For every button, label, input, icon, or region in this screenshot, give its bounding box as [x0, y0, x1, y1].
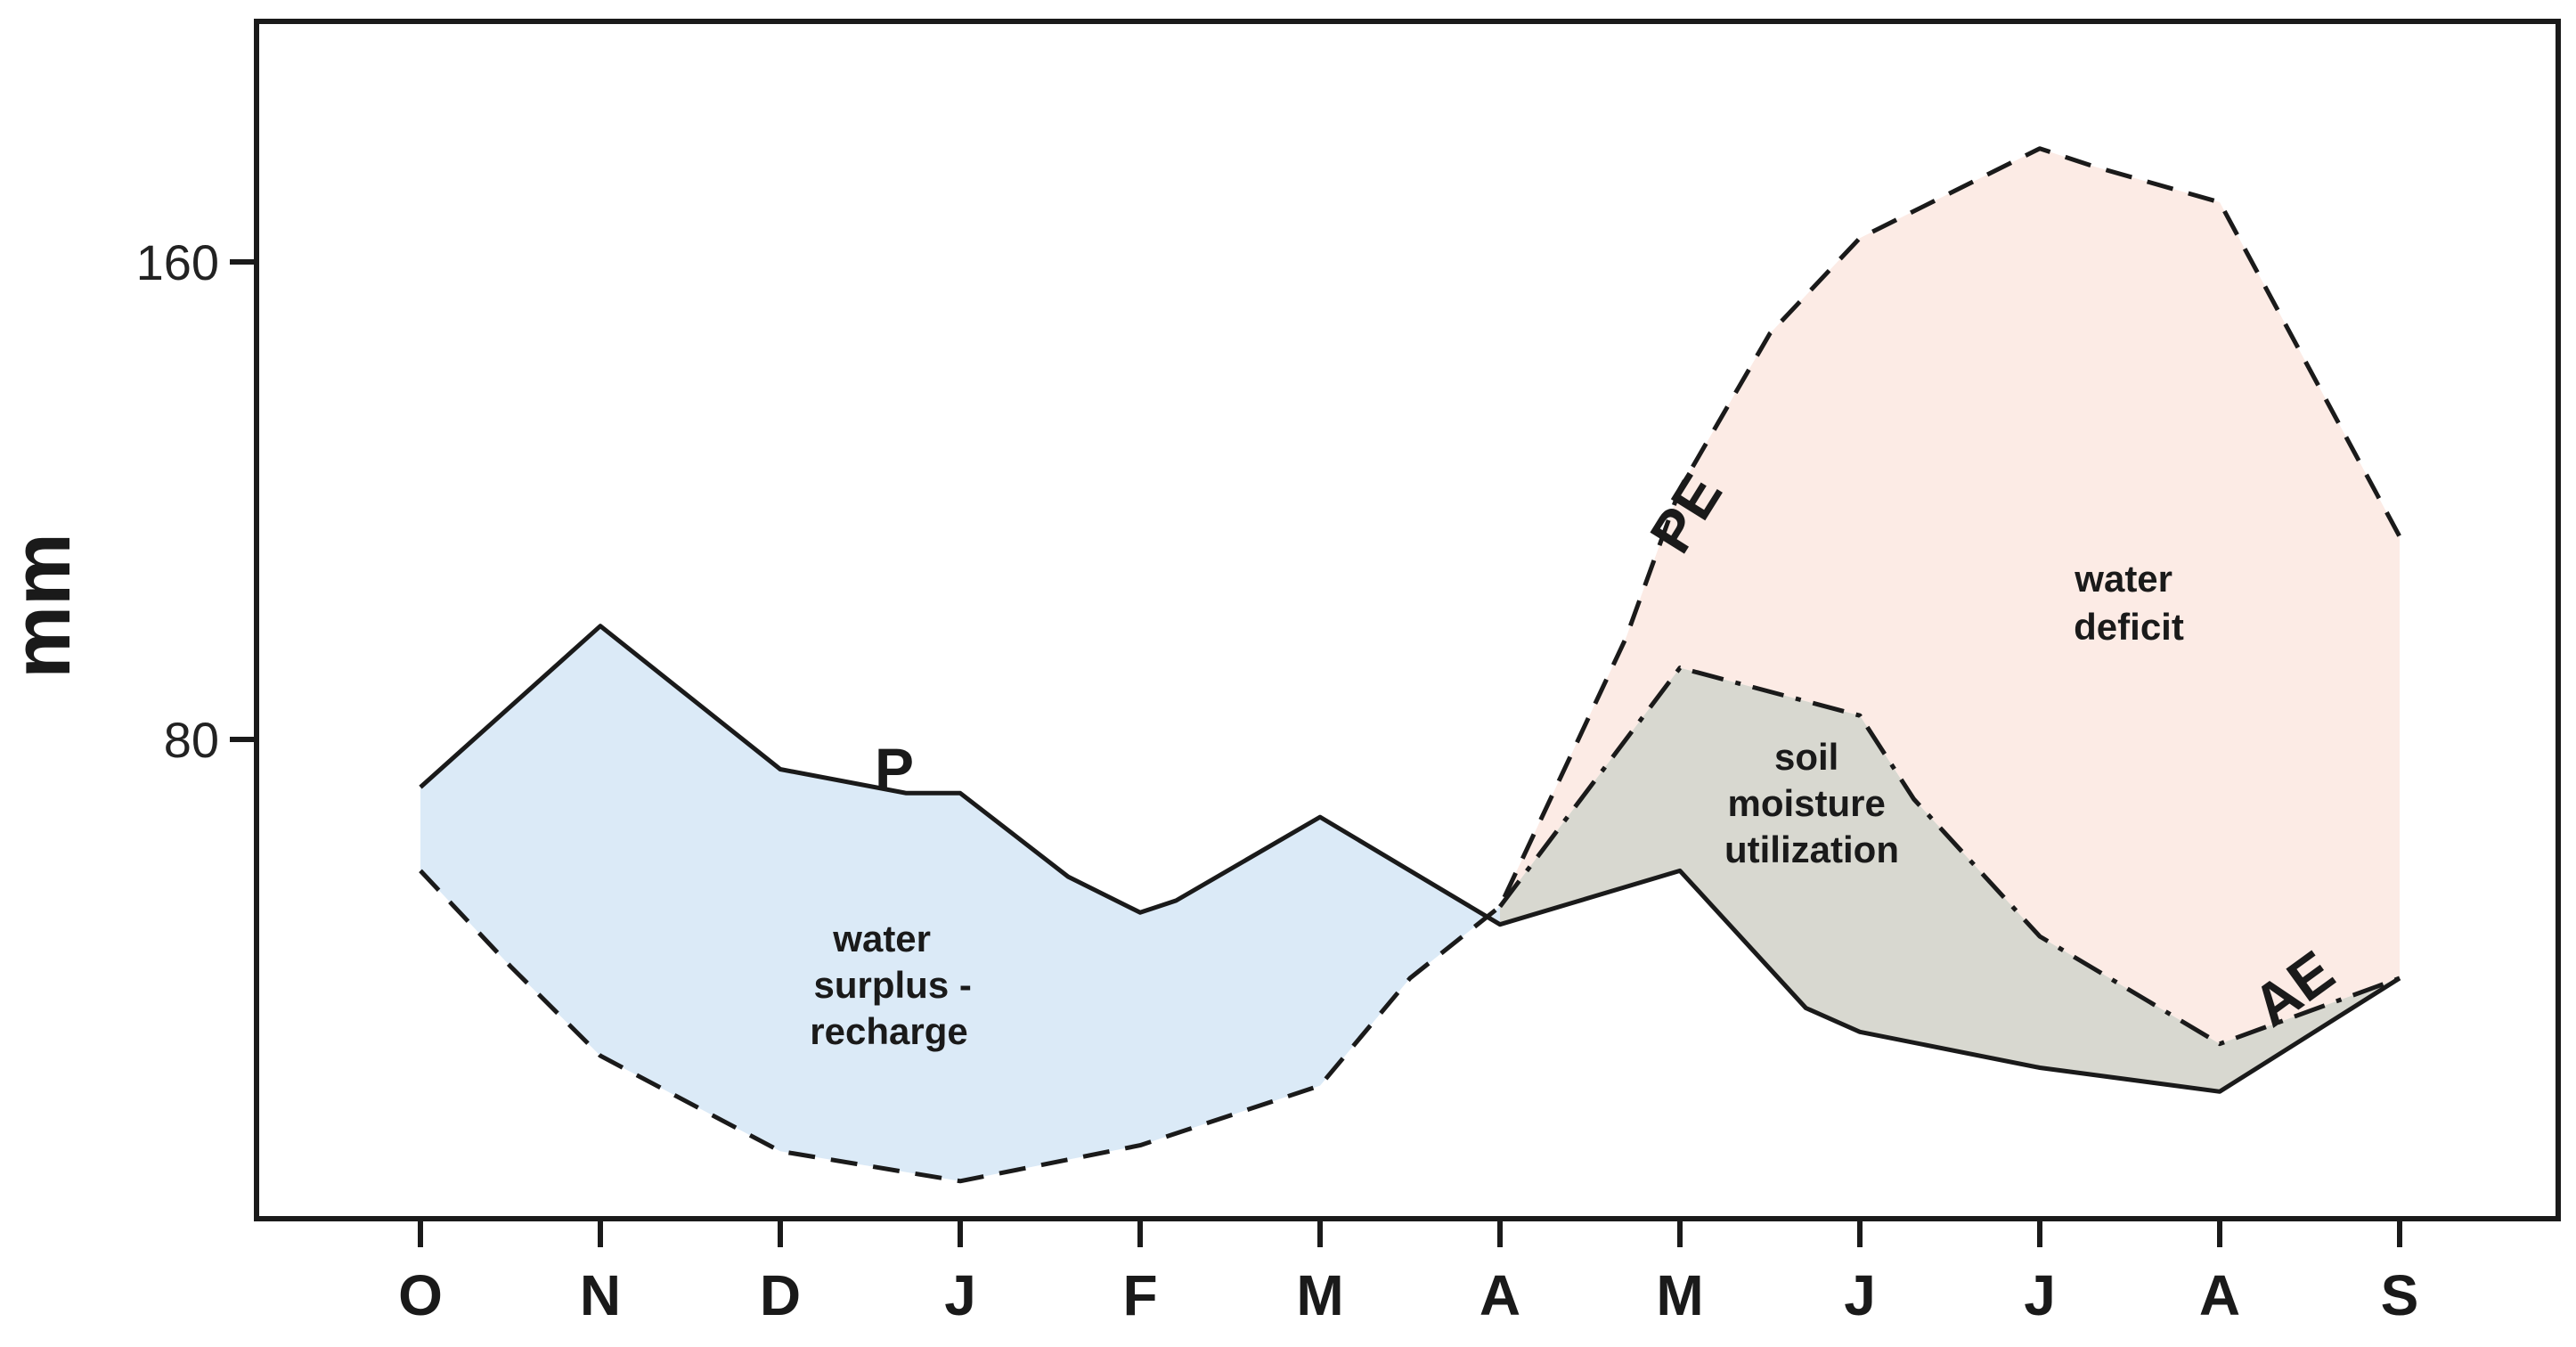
region-surplus-line-2: surplus - [813, 964, 971, 1006]
region-label-surplus: water surplus - recharge [810, 918, 982, 1052]
x-tick-label-4: F [1122, 1263, 1157, 1327]
y-tick-label-160: 160 [136, 234, 219, 290]
x-tick-label-10: A [2199, 1263, 2240, 1327]
series-line-pe [419, 146, 2402, 1184]
region-soil-moisture [1500, 667, 2400, 1092]
region-water-deficit [1500, 148, 2400, 1044]
regions-layer [420, 148, 2400, 1181]
plot-frame [254, 19, 2561, 1221]
x-tick-label-7: M [1656, 1263, 1703, 1327]
x-tick-label-2: D [760, 1263, 801, 1327]
region-soil-line-1: soil [1774, 736, 1838, 778]
x-tick-label-0: O [398, 1263, 443, 1327]
region-surplus-line-3: recharge [810, 1010, 967, 1052]
region-label-soil-moisture: soil moisture utilization [1724, 736, 1899, 870]
y-axis-title: mm [0, 533, 87, 679]
region-deficit-line-2: deficit [2074, 606, 2184, 648]
region-surplus-line-1: water [832, 918, 931, 959]
region-deficit-line-1: water [2074, 558, 2172, 600]
x-tick-label-8: J [1844, 1263, 1876, 1327]
x-tick-label-5: M [1296, 1263, 1343, 1327]
series-line-p [419, 624, 2401, 1094]
series-line-ae [1498, 665, 2401, 1047]
x-tick-label-9: J [2024, 1263, 2056, 1327]
region-soil-line-2: moisture [1727, 782, 1885, 824]
axis-layer: 80 160 O N D J F M A M J J A S [136, 234, 2419, 1327]
region-water-surplus [420, 625, 1500, 1181]
x-tick-label-6: A [1480, 1263, 1520, 1327]
region-soil-line-3: utilization [1724, 829, 1899, 870]
region-label-deficit: water deficit [2074, 558, 2184, 648]
lines-layer [419, 146, 2402, 1184]
y-tick-label-80: 80 [164, 712, 219, 768]
x-tick-label-11: S [2381, 1263, 2419, 1327]
x-tick-label-1: N [580, 1263, 621, 1327]
label-p: P [875, 736, 914, 802]
x-tick-label-3: J [944, 1263, 976, 1327]
